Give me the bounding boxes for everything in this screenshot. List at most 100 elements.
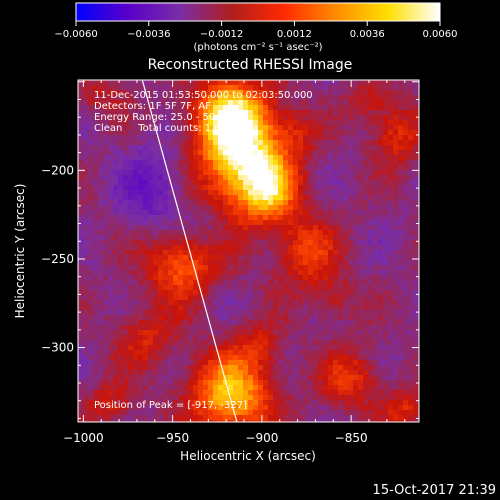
heatmap-cell (348, 250, 354, 256)
heatmap-cell (273, 145, 279, 151)
heatmap-cell (143, 260, 149, 266)
heatmap-cell (193, 135, 199, 141)
heatmap-cell (393, 380, 399, 386)
heatmap-cell (378, 165, 384, 171)
heatmap-cell (388, 150, 394, 156)
heatmap-cell (328, 150, 334, 156)
heatmap-cell (178, 415, 184, 421)
heatmap-cell (108, 305, 114, 311)
heatmap-cell (343, 255, 349, 261)
heatmap-cell (303, 170, 309, 176)
heatmap-cell (158, 160, 164, 166)
heatmap-cell (288, 275, 294, 281)
heatmap-cell (363, 250, 369, 256)
heatmap-cell (398, 395, 404, 401)
heatmap-cell (283, 240, 289, 246)
heatmap-cell (333, 180, 339, 186)
heatmap-cell (138, 100, 144, 106)
heatmap-cell (358, 255, 364, 261)
heatmap-cell (263, 200, 269, 206)
heatmap-cell (143, 180, 149, 186)
heatmap-cell (208, 305, 214, 311)
heatmap-cell (248, 135, 254, 141)
heatmap-cell (233, 215, 239, 221)
heatmap-cell (393, 405, 399, 411)
heatmap-cell (293, 170, 299, 176)
heatmap-cell (143, 210, 149, 216)
heatmap-cell (408, 85, 414, 91)
heatmap-cell (413, 410, 419, 416)
heatmap-cell (403, 245, 409, 251)
heatmap-cell (213, 390, 219, 396)
heatmap-cell (183, 265, 189, 271)
heatmap-cell (348, 375, 354, 381)
heatmap-cell (303, 90, 309, 96)
heatmap-cell (358, 185, 364, 191)
heatmap-cell (148, 305, 154, 311)
heatmap-cell (398, 415, 404, 421)
heatmap-cell (293, 385, 299, 391)
heatmap-cell (368, 360, 374, 366)
heatmap-cell (183, 165, 189, 171)
heatmap-cell (123, 120, 129, 126)
heatmap-cell (238, 165, 244, 171)
heatmap-cell (238, 190, 244, 196)
heatmap-cell (213, 395, 219, 401)
heatmap-cell (343, 245, 349, 251)
heatmap-cell (323, 165, 329, 171)
heatmap-cell (138, 405, 144, 411)
heatmap-cell (413, 140, 419, 146)
heatmap-cell (88, 170, 94, 176)
heatmap-cell (153, 400, 159, 406)
heatmap-cell (278, 350, 284, 356)
heatmap-cell (133, 255, 139, 261)
heatmap-cell (413, 290, 419, 296)
heatmap-cell (93, 385, 99, 391)
heatmap-cell (353, 370, 359, 376)
heatmap-cell (323, 85, 329, 91)
heatmap-cell (288, 245, 294, 251)
heatmap-cell (353, 155, 359, 161)
heatmap-cell (83, 270, 89, 276)
heatmap-cell (138, 260, 144, 266)
heatmap-cell (198, 225, 204, 231)
heatmap-cell (233, 325, 239, 331)
heatmap-cell (348, 355, 354, 361)
heatmap-cell (268, 115, 274, 121)
heatmap-cell (163, 165, 169, 171)
heatmap-cell (128, 360, 134, 366)
heatmap-cell (258, 185, 264, 191)
heatmap-cell (348, 215, 354, 221)
heatmap-cell (383, 265, 389, 271)
heatmap-cell (93, 320, 99, 326)
heatmap-cell (138, 310, 144, 316)
heatmap-cell (308, 405, 314, 411)
heatmap-cell (393, 95, 399, 101)
heatmap-cell (268, 420, 274, 422)
heatmap-cell (383, 405, 389, 411)
heatmap-cell (288, 155, 294, 161)
heatmap-cell (78, 110, 84, 116)
heatmap-cell (363, 240, 369, 246)
heatmap-cell (88, 315, 94, 321)
heatmap-cell (198, 240, 204, 246)
heatmap-cell (313, 200, 319, 206)
heatmap-cell (133, 120, 139, 126)
heatmap-cell (138, 320, 144, 326)
heatmap-cell (83, 275, 89, 281)
heatmap-cell (83, 395, 89, 401)
heatmap-cell (168, 360, 174, 366)
heatmap-cell (78, 410, 84, 416)
heatmap-cell (208, 390, 214, 396)
heatmap-cell (328, 295, 334, 301)
heatmap-cell (203, 360, 209, 366)
heatmap-cell (338, 160, 344, 166)
heatmap-cell (138, 370, 144, 376)
heatmap-cell (158, 390, 164, 396)
heatmap-cell (148, 335, 154, 341)
heatmap-cell (328, 120, 334, 126)
heatmap-cell (398, 160, 404, 166)
heatmap-cell (83, 410, 89, 416)
heatmap-cell (293, 285, 299, 291)
heatmap-cell (88, 185, 94, 191)
